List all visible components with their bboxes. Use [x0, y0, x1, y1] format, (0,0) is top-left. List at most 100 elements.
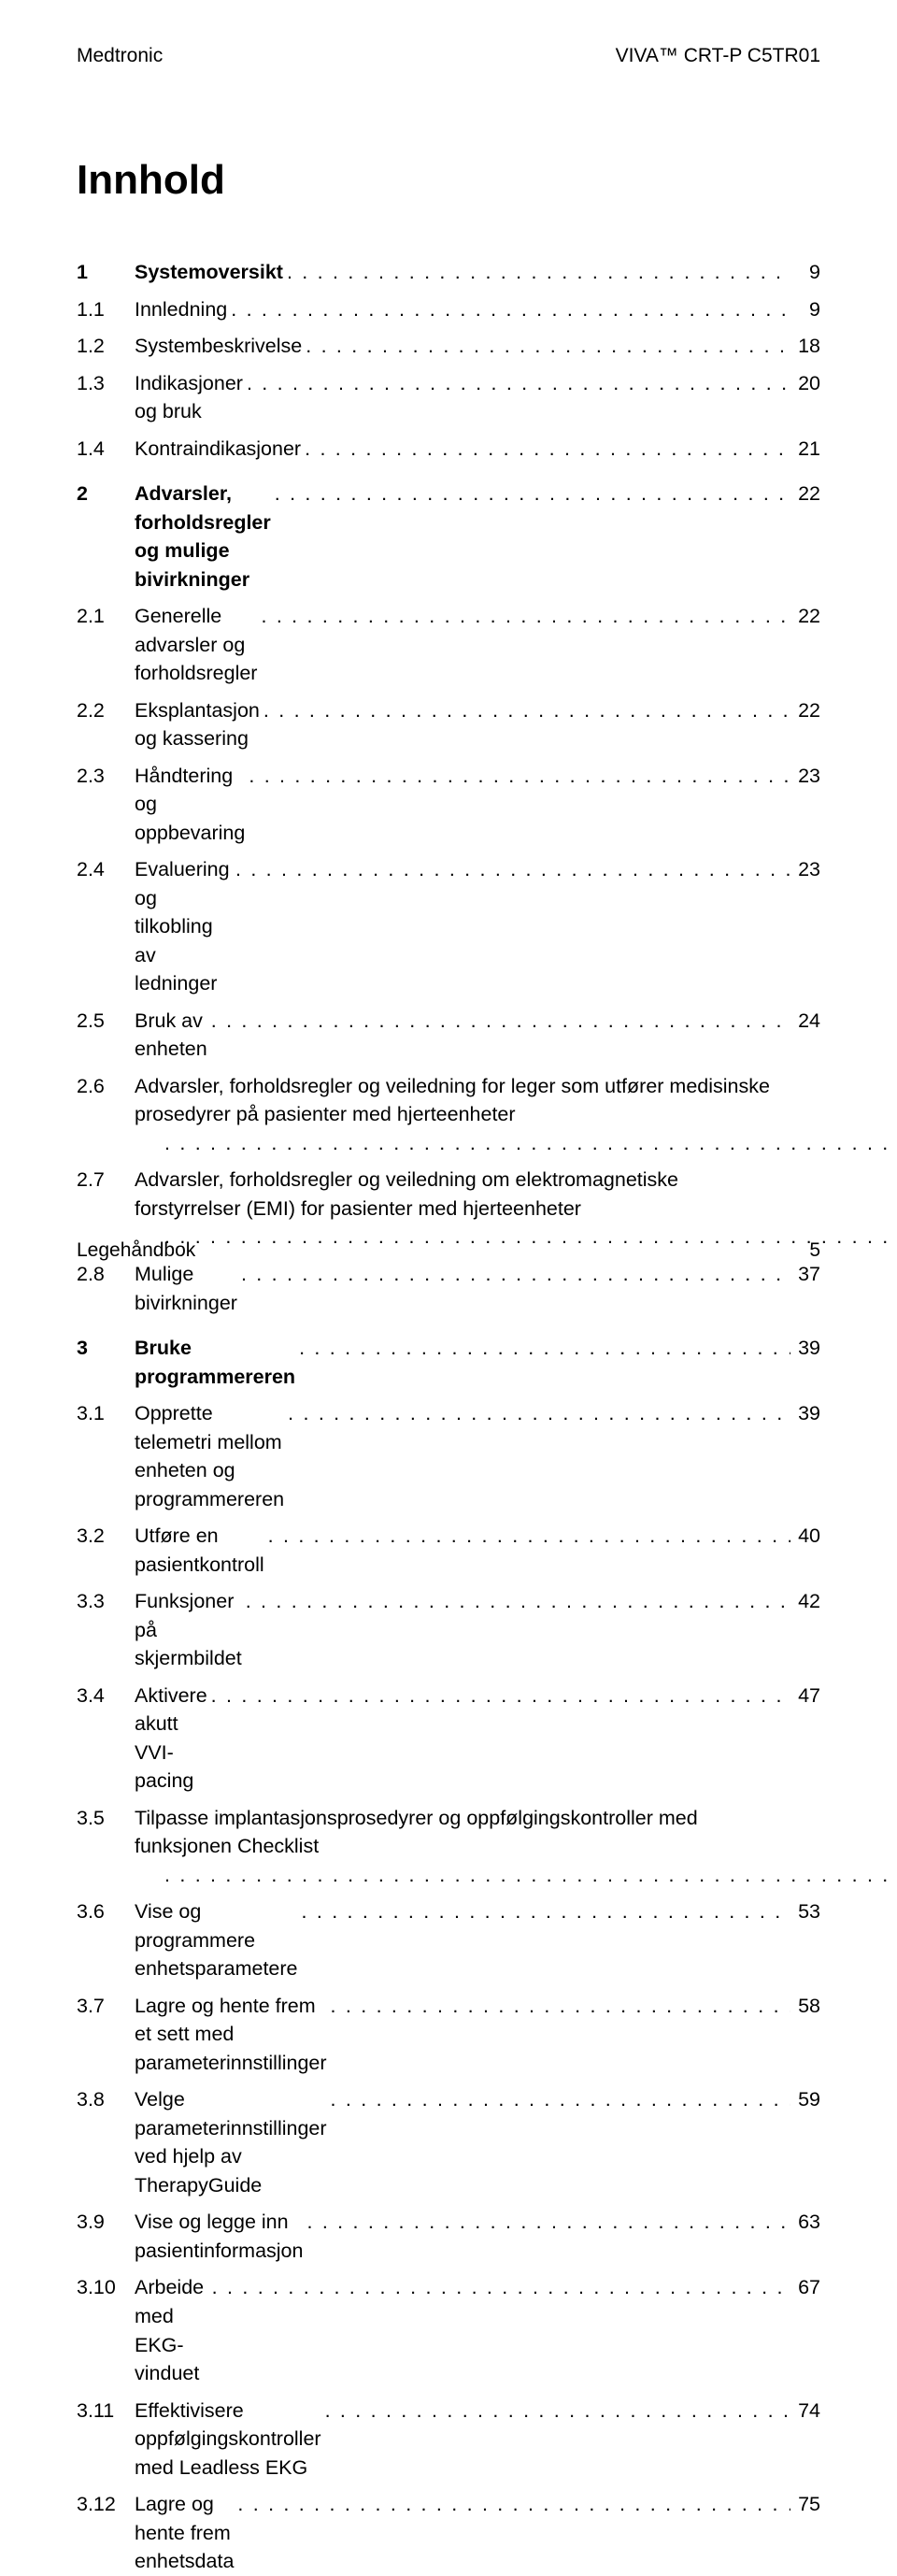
- toc-entry: 3.5Tilpasse implantasjonsprosedyrer og o…: [77, 1804, 820, 1890]
- toc-number: 2.3: [77, 762, 135, 791]
- footer-page-number: 5: [809, 1239, 820, 1262]
- toc-entry: 2.4Evaluering og tilkobling av ledninger…: [77, 855, 820, 998]
- toc-label: Lagre og hente frem et sett med paramete…: [135, 1992, 327, 2078]
- toc-leader-dots: . . . . . . . . . . . . . . . . . . . . …: [321, 2397, 790, 2426]
- toc-label: Håndtering og oppbevaring: [135, 762, 245, 848]
- toc-label: Velge parameterinnstillinger ved hjelp a…: [135, 2085, 327, 2199]
- toc-leader-dots: . . . . . . . . . . . . . . . . . . . . …: [234, 2490, 790, 2519]
- toc-leader-dots: . . . . . . . . . . . . . . . . . . . . …: [243, 369, 790, 398]
- toc-label: Vise og legge inn pasientinformasjon: [135, 2208, 303, 2265]
- toc-leader-dots: . . . . . . . . . . . . . . . . . . . . …: [260, 696, 790, 725]
- toc-leader-dots: . . . . . . . . . . . . . . . . . . . . …: [271, 479, 790, 508]
- toc-page: 22: [790, 479, 820, 508]
- toc-entry: 3.6Vise og programmere enhetsparametere …: [77, 1897, 820, 1983]
- toc-number: 3: [77, 1334, 135, 1363]
- toc-number: 3.5: [77, 1804, 135, 1833]
- toc-entry: 3.3Funksjoner på skjermbildet . . . . . …: [77, 1587, 820, 1673]
- toc-number: 1.4: [77, 435, 135, 464]
- toc-label: Advarsler, forholdsregler og veiledning …: [135, 1166, 789, 1223]
- table-of-contents: 1Systemoversikt . . . . . . . . . . . . …: [77, 258, 820, 2576]
- toc-entry: 1Systemoversikt . . . . . . . . . . . . …: [77, 258, 820, 287]
- toc-page: 67: [790, 2273, 820, 2302]
- toc-entry: 3.9Vise og legge inn pasientinformasjon …: [77, 2208, 820, 2265]
- toc-leader-dots: . . . . . . . . . . . . . . . . . . . . …: [207, 1007, 790, 1036]
- toc-number: 3.2: [77, 1522, 135, 1551]
- toc-label: Eksplantasjon og kassering: [135, 696, 260, 753]
- toc-leader-dots: . . . . . . . . . . . . . . . . . . . . …: [227, 295, 790, 324]
- toc-entry: 3Bruke programmereren . . . . . . . . . …: [77, 1334, 820, 1391]
- header-brand: Medtronic: [77, 45, 163, 67]
- toc-number: 2.2: [77, 696, 135, 725]
- header-product: VIVA™ CRT-P C5TR01: [616, 45, 820, 67]
- toc-label: Kontraindikasjoner: [135, 435, 301, 464]
- toc-label: Generelle advarsler og forholdsregler: [135, 602, 257, 688]
- toc-number: 2.4: [77, 855, 135, 884]
- page-title: Innhold: [77, 157, 820, 204]
- toc-number: 3.8: [77, 2085, 135, 2114]
- toc-leader-dots: . . . . . . . . . . . . . . . . . . . . …: [284, 1399, 790, 1428]
- toc-page: 74: [790, 2397, 820, 2426]
- toc-leader-dots: . . . . . . . . . . . . . . . . . . . . …: [161, 1129, 897, 1158]
- toc-number: 3.7: [77, 1992, 135, 2021]
- toc-entry: 3.11Effektivisere oppfølgingskontroller …: [77, 2397, 820, 2483]
- toc-page: 37: [790, 1260, 820, 1289]
- toc-leader-dots: . . . . . . . . . . . . . . . . . . . . …: [207, 1682, 790, 1710]
- toc-number: 3.12: [77, 2490, 135, 2519]
- toc-entry: 2.2Eksplantasjon og kassering . . . . . …: [77, 696, 820, 753]
- toc-label: Effektivisere oppfølgingskontroller med …: [135, 2397, 321, 2483]
- toc-number: 3.6: [77, 1897, 135, 1926]
- toc-page: 21: [790, 435, 820, 464]
- toc-label: Vise og programmere enhetsparametere: [135, 1897, 298, 1983]
- toc-label: Innledning: [135, 295, 227, 324]
- toc-number: 2.8: [77, 1260, 135, 1289]
- toc-entry: 1.4Kontraindikasjoner . . . . . . . . . …: [77, 435, 820, 464]
- toc-page: 40: [790, 1522, 820, 1551]
- toc-page: 9: [790, 258, 820, 287]
- toc-entry: 2.6Advarsler, forholdsregler og veiledni…: [77, 1072, 820, 1158]
- toc-number: 3.11: [77, 2397, 135, 2426]
- toc-entry: 3.2Utføre en pasientkontroll . . . . . .…: [77, 1522, 820, 1579]
- toc-page: 47: [790, 1682, 820, 1710]
- toc-page: 58: [790, 1992, 820, 2021]
- toc-leader-dots: . . . . . . . . . . . . . . . . . . . . …: [208, 2273, 790, 2302]
- toc-page: 39: [790, 1334, 820, 1363]
- toc-label: Advarsler, forholdsregler og mulige bivi…: [135, 479, 271, 594]
- toc-label: Aktivere akutt VVI-pacing: [135, 1682, 207, 1796]
- toc-leader-dots: . . . . . . . . . . . . . . . . . . . . …: [232, 855, 790, 884]
- toc-entry: 1.3Indikasjoner og bruk . . . . . . . . …: [77, 369, 820, 426]
- toc-number: 2: [77, 479, 135, 508]
- toc-entry: 3.12Lagre og hente frem enhetsdata . . .…: [77, 2490, 820, 2576]
- toc-leader-dots: . . . . . . . . . . . . . . . . . . . . …: [161, 1861, 897, 1890]
- toc-number: 1: [77, 258, 135, 287]
- toc-entry: 2.8Mulige bivirkninger . . . . . . . . .…: [77, 1260, 820, 1317]
- toc-leader-dots: . . . . . . . . . . . . . . . . . . . . …: [302, 332, 790, 361]
- toc-leader-dots: . . . . . . . . . . . . . . . . . . . . …: [237, 1260, 790, 1289]
- toc-label: Mulige bivirkninger: [135, 1260, 237, 1317]
- toc-entry: 3.4Aktivere akutt VVI-pacing . . . . . .…: [77, 1682, 820, 1796]
- page-header: Medtronic VIVA™ CRT-P C5TR01: [77, 45, 820, 67]
- toc-label: Systemoversikt: [135, 258, 283, 287]
- toc-leader-dots: . . . . . . . . . . . . . . . . . . . . …: [303, 2208, 790, 2237]
- toc-label: Tilpasse implantasjonsprosedyrer og oppf…: [135, 1804, 789, 1861]
- toc-number: 2.1: [77, 602, 135, 631]
- toc-page: 18: [790, 332, 820, 361]
- toc-page: 24: [790, 1007, 820, 1036]
- toc-entry: 2.1Generelle advarsler og forholdsregler…: [77, 602, 820, 688]
- toc-leader-dots: . . . . . . . . . . . . . . . . . . . . …: [257, 602, 790, 631]
- toc-page: 23: [790, 855, 820, 884]
- toc-entry: 2.5Bruk av enheten . . . . . . . . . . .…: [77, 1007, 820, 1064]
- toc-page: 20: [790, 369, 820, 398]
- toc-label: Utføre en pasientkontroll: [135, 1522, 264, 1579]
- toc-number: 2.5: [77, 1007, 135, 1036]
- toc-page: 22: [790, 696, 820, 725]
- toc-leader-dots: . . . . . . . . . . . . . . . . . . . . …: [327, 2085, 790, 2114]
- toc-entry: 1.1Innledning . . . . . . . . . . . . . …: [77, 295, 820, 324]
- toc-entry: 3.7Lagre og hente frem et sett med param…: [77, 1992, 820, 2078]
- toc-entry: 2Advarsler, forholdsregler og mulige biv…: [77, 479, 820, 594]
- toc-label: Systembeskrivelse: [135, 332, 302, 361]
- toc-label: Opprette telemetri mellom enheten og pro…: [135, 1399, 284, 1513]
- toc-label: Funksjoner på skjermbildet: [135, 1587, 242, 1673]
- toc-leader-dots: . . . . . . . . . . . . . . . . . . . . …: [298, 1897, 791, 1926]
- page-footer: Legehåndbok 5: [77, 1239, 820, 1262]
- toc-label: Evaluering og tilkobling av ledninger: [135, 855, 232, 998]
